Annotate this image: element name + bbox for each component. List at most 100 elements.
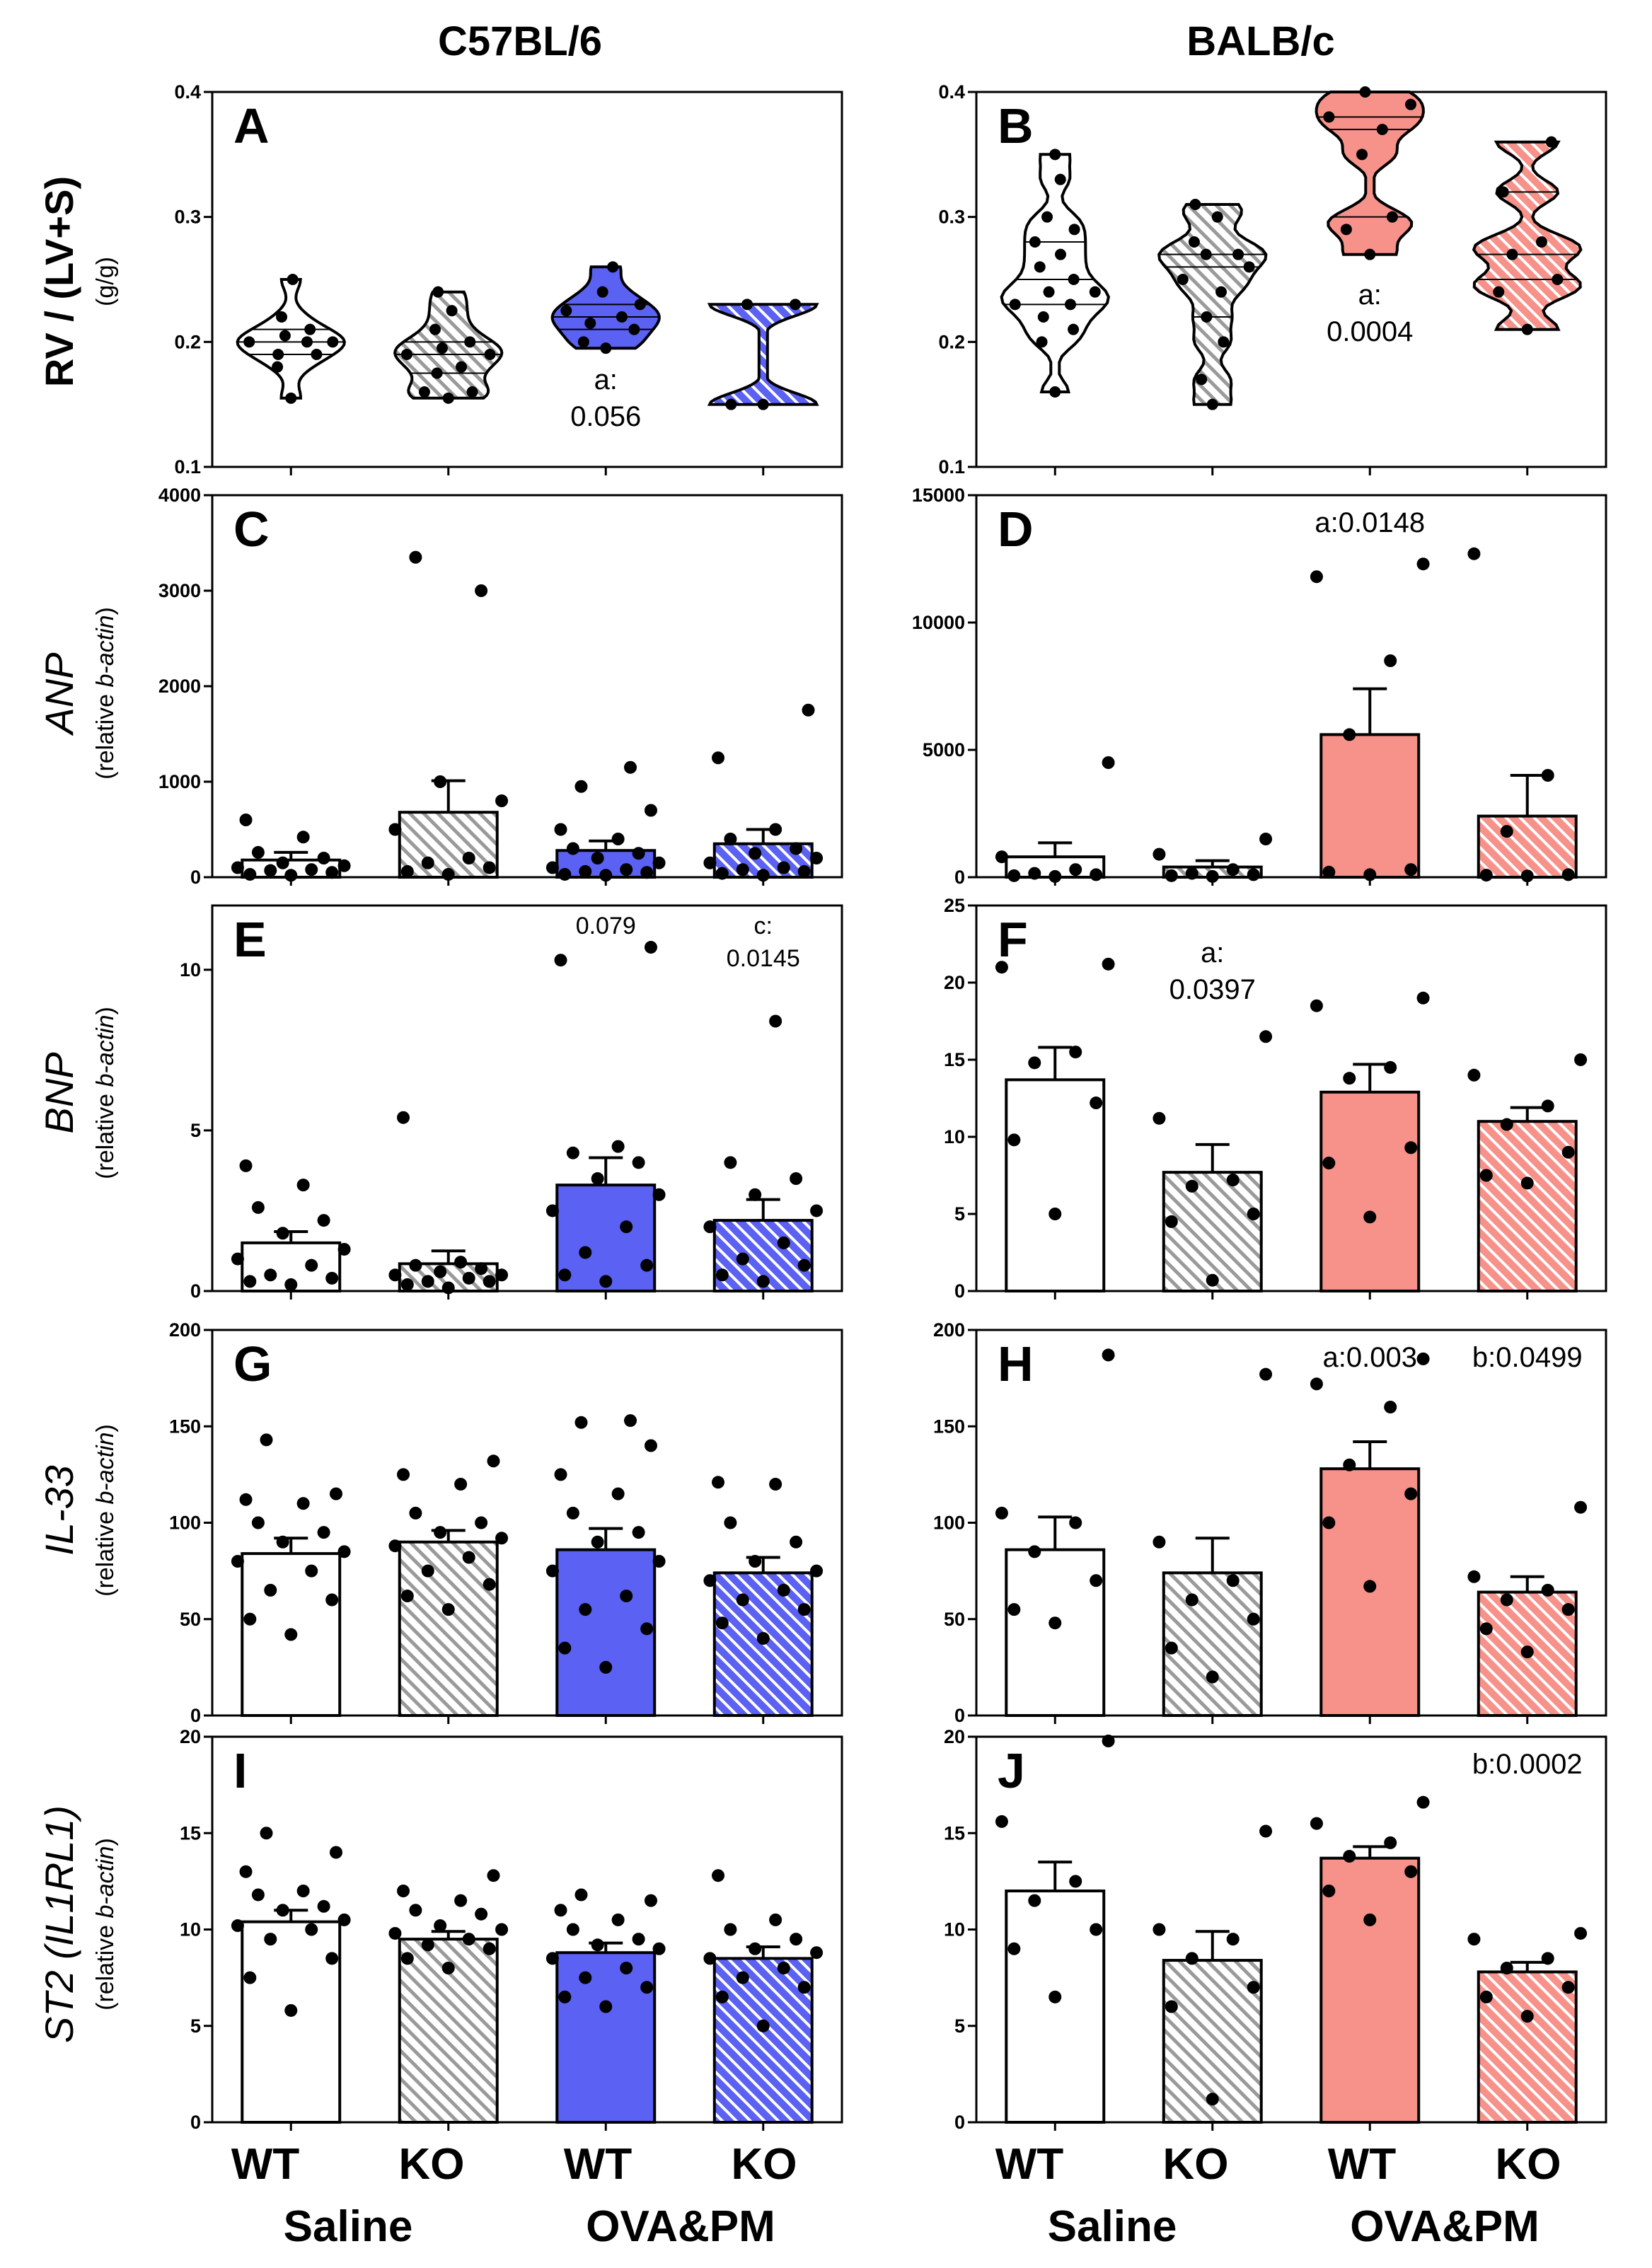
- y-tick-label: 0: [190, 2112, 201, 2133]
- data-point: [736, 1252, 749, 1266]
- data-point: [264, 1933, 277, 1946]
- data-point: [736, 1593, 749, 1607]
- data-point: [724, 1923, 737, 1936]
- data-point: [1185, 1179, 1198, 1193]
- data-point: [1259, 1824, 1273, 1838]
- data-point: [1153, 1923, 1166, 1936]
- data-point: [276, 1535, 289, 1549]
- y-tick-label: 0.1: [938, 456, 965, 478]
- bar: [1162, 1171, 1263, 1293]
- ylabel-bnp: BNP: [37, 1052, 81, 1133]
- data-point: [400, 349, 412, 360]
- data-point: [1363, 868, 1377, 881]
- data-point: [462, 1271, 475, 1285]
- condition-label: OVA&PM: [586, 2202, 775, 2251]
- data-point: [1247, 1612, 1260, 1626]
- data-point: [1552, 274, 1564, 285]
- bar: [555, 1548, 657, 1717]
- strain-title-right: BALB/c: [1186, 18, 1334, 64]
- data-point: [1343, 1072, 1356, 1085]
- bar: [398, 811, 499, 879]
- data-point: [1356, 149, 1368, 161]
- data-point: [305, 863, 318, 876]
- data-point: [251, 1200, 265, 1214]
- y-tick-label: 20: [944, 972, 965, 993]
- data-point: [1500, 1118, 1513, 1131]
- panel-d: 0 5000 10000 15000 D a:0.0148: [912, 485, 1607, 888]
- data-point: [1243, 261, 1255, 273]
- data-point: [1467, 1933, 1481, 1946]
- data-point: [1069, 863, 1082, 876]
- data-point: [749, 1942, 762, 1955]
- y-tick-label: 5: [954, 1203, 965, 1225]
- data-point: [276, 856, 289, 869]
- bar: [1477, 814, 1578, 879]
- data-point: [1479, 1169, 1493, 1182]
- data-point: [1310, 999, 1323, 1012]
- y-tick-label: 15000: [912, 485, 965, 506]
- data-point: [611, 1487, 625, 1500]
- data-point: [243, 1971, 257, 1984]
- data-point: [620, 1962, 633, 1974]
- y-tick-label: 0.3: [938, 207, 965, 228]
- data-point: [1541, 1583, 1554, 1597]
- data-point: [715, 1616, 729, 1630]
- data-point: [276, 1904, 289, 1917]
- data-point: [644, 941, 657, 954]
- bar: [1477, 1970, 1578, 2124]
- data-point: [1467, 1068, 1481, 1082]
- bar: [555, 1951, 657, 2124]
- data-point: [652, 1555, 666, 1568]
- data-point: [231, 1252, 244, 1266]
- data-point: [574, 780, 588, 793]
- data-point: [1153, 1111, 1166, 1125]
- y-tick-label: 5: [954, 2015, 965, 2037]
- data-point: [574, 1416, 588, 1429]
- data-point: [1007, 1133, 1021, 1147]
- data-point: [388, 823, 402, 836]
- data-point: [628, 323, 640, 335]
- bar: [1005, 1078, 1106, 1292]
- data-point: [454, 1894, 468, 1907]
- data-point: [487, 1454, 500, 1468]
- data-point: [260, 1433, 273, 1447]
- y-tick-label: 0: [190, 1705, 201, 1726]
- data-point: [611, 1913, 625, 1926]
- data-point: [1009, 299, 1021, 311]
- data-point: [305, 1923, 318, 1936]
- data-point: [1102, 957, 1115, 971]
- data-point: [712, 1869, 725, 1882]
- bar: [241, 1920, 342, 2124]
- data-point: [421, 1564, 434, 1578]
- data-point: [1206, 2093, 1219, 2106]
- data-point: [599, 1660, 613, 1674]
- data-point: [421, 856, 434, 869]
- data-point: [1500, 1593, 1513, 1607]
- data-point: [632, 1933, 645, 1946]
- data-point: [1343, 1849, 1356, 1863]
- y-tick-label: 20: [180, 1726, 201, 1747]
- data-point: [296, 831, 310, 844]
- data-point: [400, 1278, 414, 1291]
- data-point: [810, 1946, 824, 1960]
- data-point: [325, 1952, 339, 1965]
- ylabel-il33: IL-33: [37, 1465, 81, 1556]
- data-point: [757, 398, 769, 410]
- y-tick-label: 150: [169, 1416, 201, 1437]
- data-point: [741, 299, 753, 311]
- data-point: [1404, 1487, 1418, 1500]
- y-tick-label: 10000: [912, 612, 965, 633]
- data-point: [1185, 867, 1198, 880]
- data-point: [715, 867, 729, 880]
- y-tick-label: 0.4: [938, 81, 965, 103]
- data-point: [284, 869, 298, 882]
- data-point: [251, 1516, 265, 1529]
- y-tick-label: 0: [954, 2112, 965, 2133]
- y-tick-label: 4000: [158, 485, 201, 506]
- data-point: [1206, 398, 1218, 410]
- data-point: [577, 336, 589, 348]
- data-point: [640, 866, 654, 879]
- violin: [1000, 153, 1111, 393]
- data-point: [1416, 1352, 1430, 1365]
- p-value-annotation: 0.079: [576, 913, 636, 939]
